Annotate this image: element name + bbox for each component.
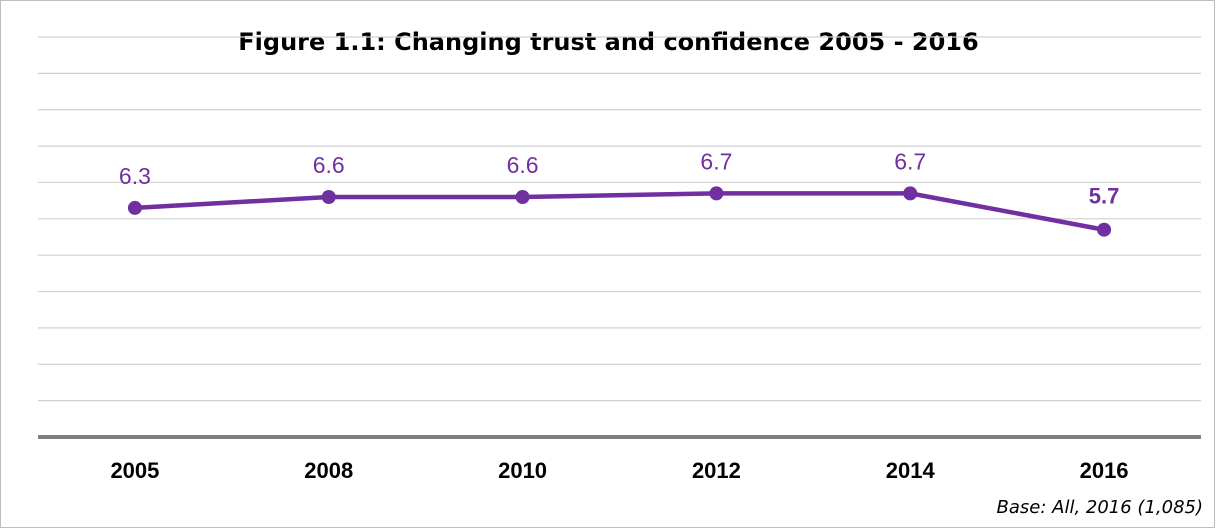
gridlines — [38, 37, 1201, 401]
data-label-2005: 6.3 — [119, 163, 151, 189]
data-label-2010: 6.6 — [507, 152, 539, 178]
x-tick-label-2016: 2016 — [1080, 458, 1129, 483]
data-point-2010 — [516, 190, 530, 204]
data-point-2008 — [322, 190, 336, 204]
x-tick-labels: 2005 2008 2010 2012 2014 2016 — [110, 458, 1128, 483]
x-tick-label-2005: 2005 — [110, 458, 159, 483]
data-label-2016: 5.7 — [1089, 184, 1120, 209]
x-tick-label-2010: 2010 — [498, 458, 547, 483]
base-footnote: Base: All, 2016 (1,085) — [997, 497, 1203, 518]
series-line — [135, 193, 1104, 229]
data-point-2016 — [1097, 223, 1111, 237]
data-point-2005 — [128, 201, 142, 215]
data-label-2014: 6.7 — [894, 148, 926, 174]
data-label-2008: 6.6 — [313, 152, 345, 178]
x-tick-label-2014: 2014 — [886, 458, 936, 483]
data-point-2012 — [709, 186, 723, 200]
x-tick-label-2012: 2012 — [692, 458, 741, 483]
data-point-2014 — [903, 186, 917, 200]
data-label-2012: 6.7 — [700, 148, 732, 174]
x-tick-label-2008: 2008 — [304, 458, 353, 483]
